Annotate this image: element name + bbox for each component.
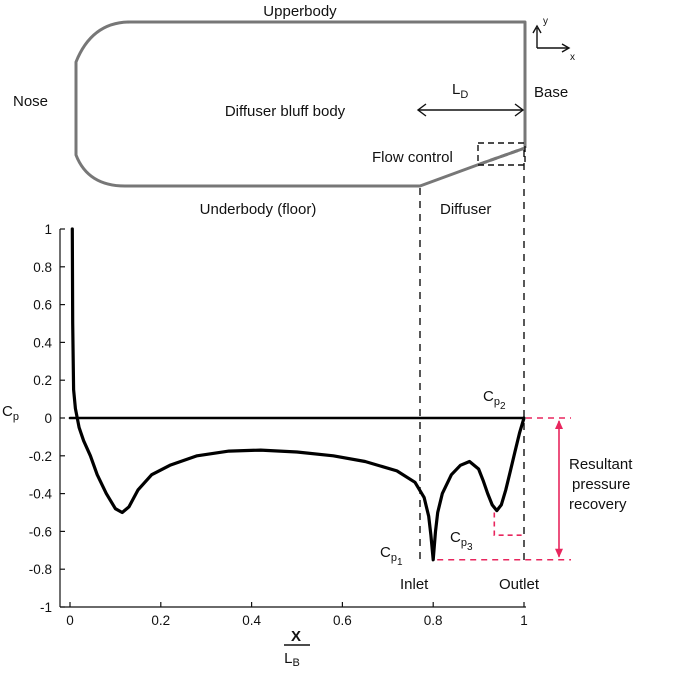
x-axis-label: X LB — [284, 628, 310, 669]
bluff-body-schematic: Upperbody Nose Base Diffuser bluff body … — [13, 3, 575, 562]
underbody-label: Underbody (floor) — [200, 201, 317, 218]
x-axis-label-denominator: LB — [284, 650, 300, 669]
recovery-arrowhead-top — [555, 420, 563, 429]
cp1-label: Cp1 — [380, 544, 403, 568]
axis-x-letter: x — [570, 52, 575, 63]
body-name-label: Diffuser bluff body — [225, 103, 346, 120]
y-tick-label: -0.6 — [29, 524, 52, 539]
y-tick-label: 0.6 — [33, 298, 52, 313]
x-tick-label: 0.6 — [333, 613, 352, 628]
y-tick-label: 1 — [44, 222, 52, 237]
recovery-text-line1: Resultant — [569, 456, 633, 473]
cp-distribution-line — [70, 227, 526, 562]
flow-control-dashed-edge — [479, 146, 526, 166]
x-tick-label: 0.8 — [424, 613, 443, 628]
pressure-recovery-annotation — [437, 417, 571, 561]
x-tick-label: 0 — [66, 613, 74, 628]
x-axis-label-numerator: X — [291, 628, 301, 645]
coordinate-axes-icon: y x — [532, 16, 575, 63]
y-axis-label: Cp — [2, 403, 19, 423]
recovery-text-line2: pressure — [572, 476, 630, 493]
flow-control-box — [477, 142, 526, 166]
outlet-label: Outlet — [499, 576, 540, 593]
diffuser-label: Diffuser — [440, 201, 491, 218]
cp3-level-dash — [493, 512, 522, 536]
x-tick-label: 1 — [520, 613, 528, 628]
cp2-label: Cp2 — [483, 388, 506, 412]
ld-label: LD — [452, 81, 468, 101]
y-tick-label: -0.4 — [29, 487, 53, 502]
cp3-label: Cp3 — [450, 529, 473, 553]
y-tick-label: 0.4 — [33, 335, 52, 350]
cp-chart: 1 0.8 0.6 0.4 0.2 0 -0.2 -0.4 -0.6 -0.8 -1 0 0.2 0.4… — [2, 222, 633, 669]
y-tick-label: -0.8 — [29, 562, 52, 577]
y-tick-label: -0.2 — [29, 449, 52, 464]
y-tick-label: 0 — [44, 411, 52, 426]
y-tick-label: 0.8 — [33, 260, 52, 275]
x-ticks: 0 0.2 0.4 0.6 0.8 1 — [66, 602, 528, 628]
y-tick-label: -1 — [40, 600, 52, 615]
flow-control-label: Flow control — [372, 149, 453, 166]
recovery-arrowhead-bottom — [555, 548, 563, 558]
x-tick-label: 0.2 — [151, 613, 170, 628]
nose-label: Nose — [13, 93, 48, 110]
inlet-label: Inlet — [400, 576, 429, 593]
y-ticks: 1 0.8 0.6 0.4 0.2 0 -0.2 -0.4 -0.6 -0.8 -1 — [29, 222, 65, 615]
recovery-text-line3: recovery — [569, 496, 627, 513]
series-lines — [68, 227, 526, 562]
y-tick-label: 0.2 — [33, 373, 52, 388]
x-tick-label: 0.4 — [242, 613, 261, 628]
base-label: Base — [534, 84, 568, 101]
axis-y-letter: y — [543, 16, 548, 27]
upperbody-label: Upperbody — [263, 3, 337, 20]
diffuser-length-dimension: LD — [416, 81, 525, 117]
